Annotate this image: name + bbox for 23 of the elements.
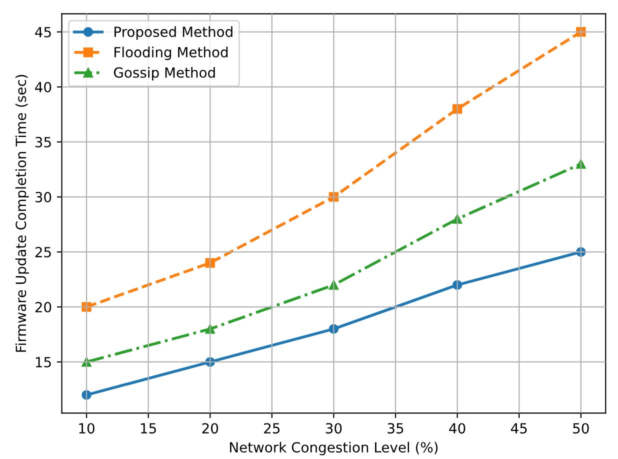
x-tick-label: 20 [202,423,218,434]
legend-label: Proposed Method [114,26,232,40]
x-tick-label: 10 [79,423,94,434]
point [205,258,215,268]
y-tick-label: 20 [35,302,52,312]
x-tick-label: 25 [264,423,280,434]
y-tick-label: 40 [35,82,52,92]
y-tick-label: 30 [35,192,52,202]
y-tick-label: 45 [35,27,51,38]
y-tick-label: 25 [35,246,51,258]
point [452,104,462,114]
x-tick-label: 50 [573,423,589,434]
y-tick-label: 35 [35,136,51,148]
y-axis-title: Firmware Update Completion Time (sec) [15,74,29,352]
legend-label: Gossip Method [114,67,215,80]
x-tick-label: 15 [141,423,156,434]
x-axis-title: Network Congestion Level (%) [230,442,438,456]
x-tick-label: 35 [388,423,404,434]
x-tick-label: 30 [326,423,342,434]
y-tick-label: 15 [36,357,51,368]
legend-label: Flooding Method [114,46,228,60]
x-tick-label: 40 [449,423,466,434]
x-tick-label: 45 [510,423,527,434]
